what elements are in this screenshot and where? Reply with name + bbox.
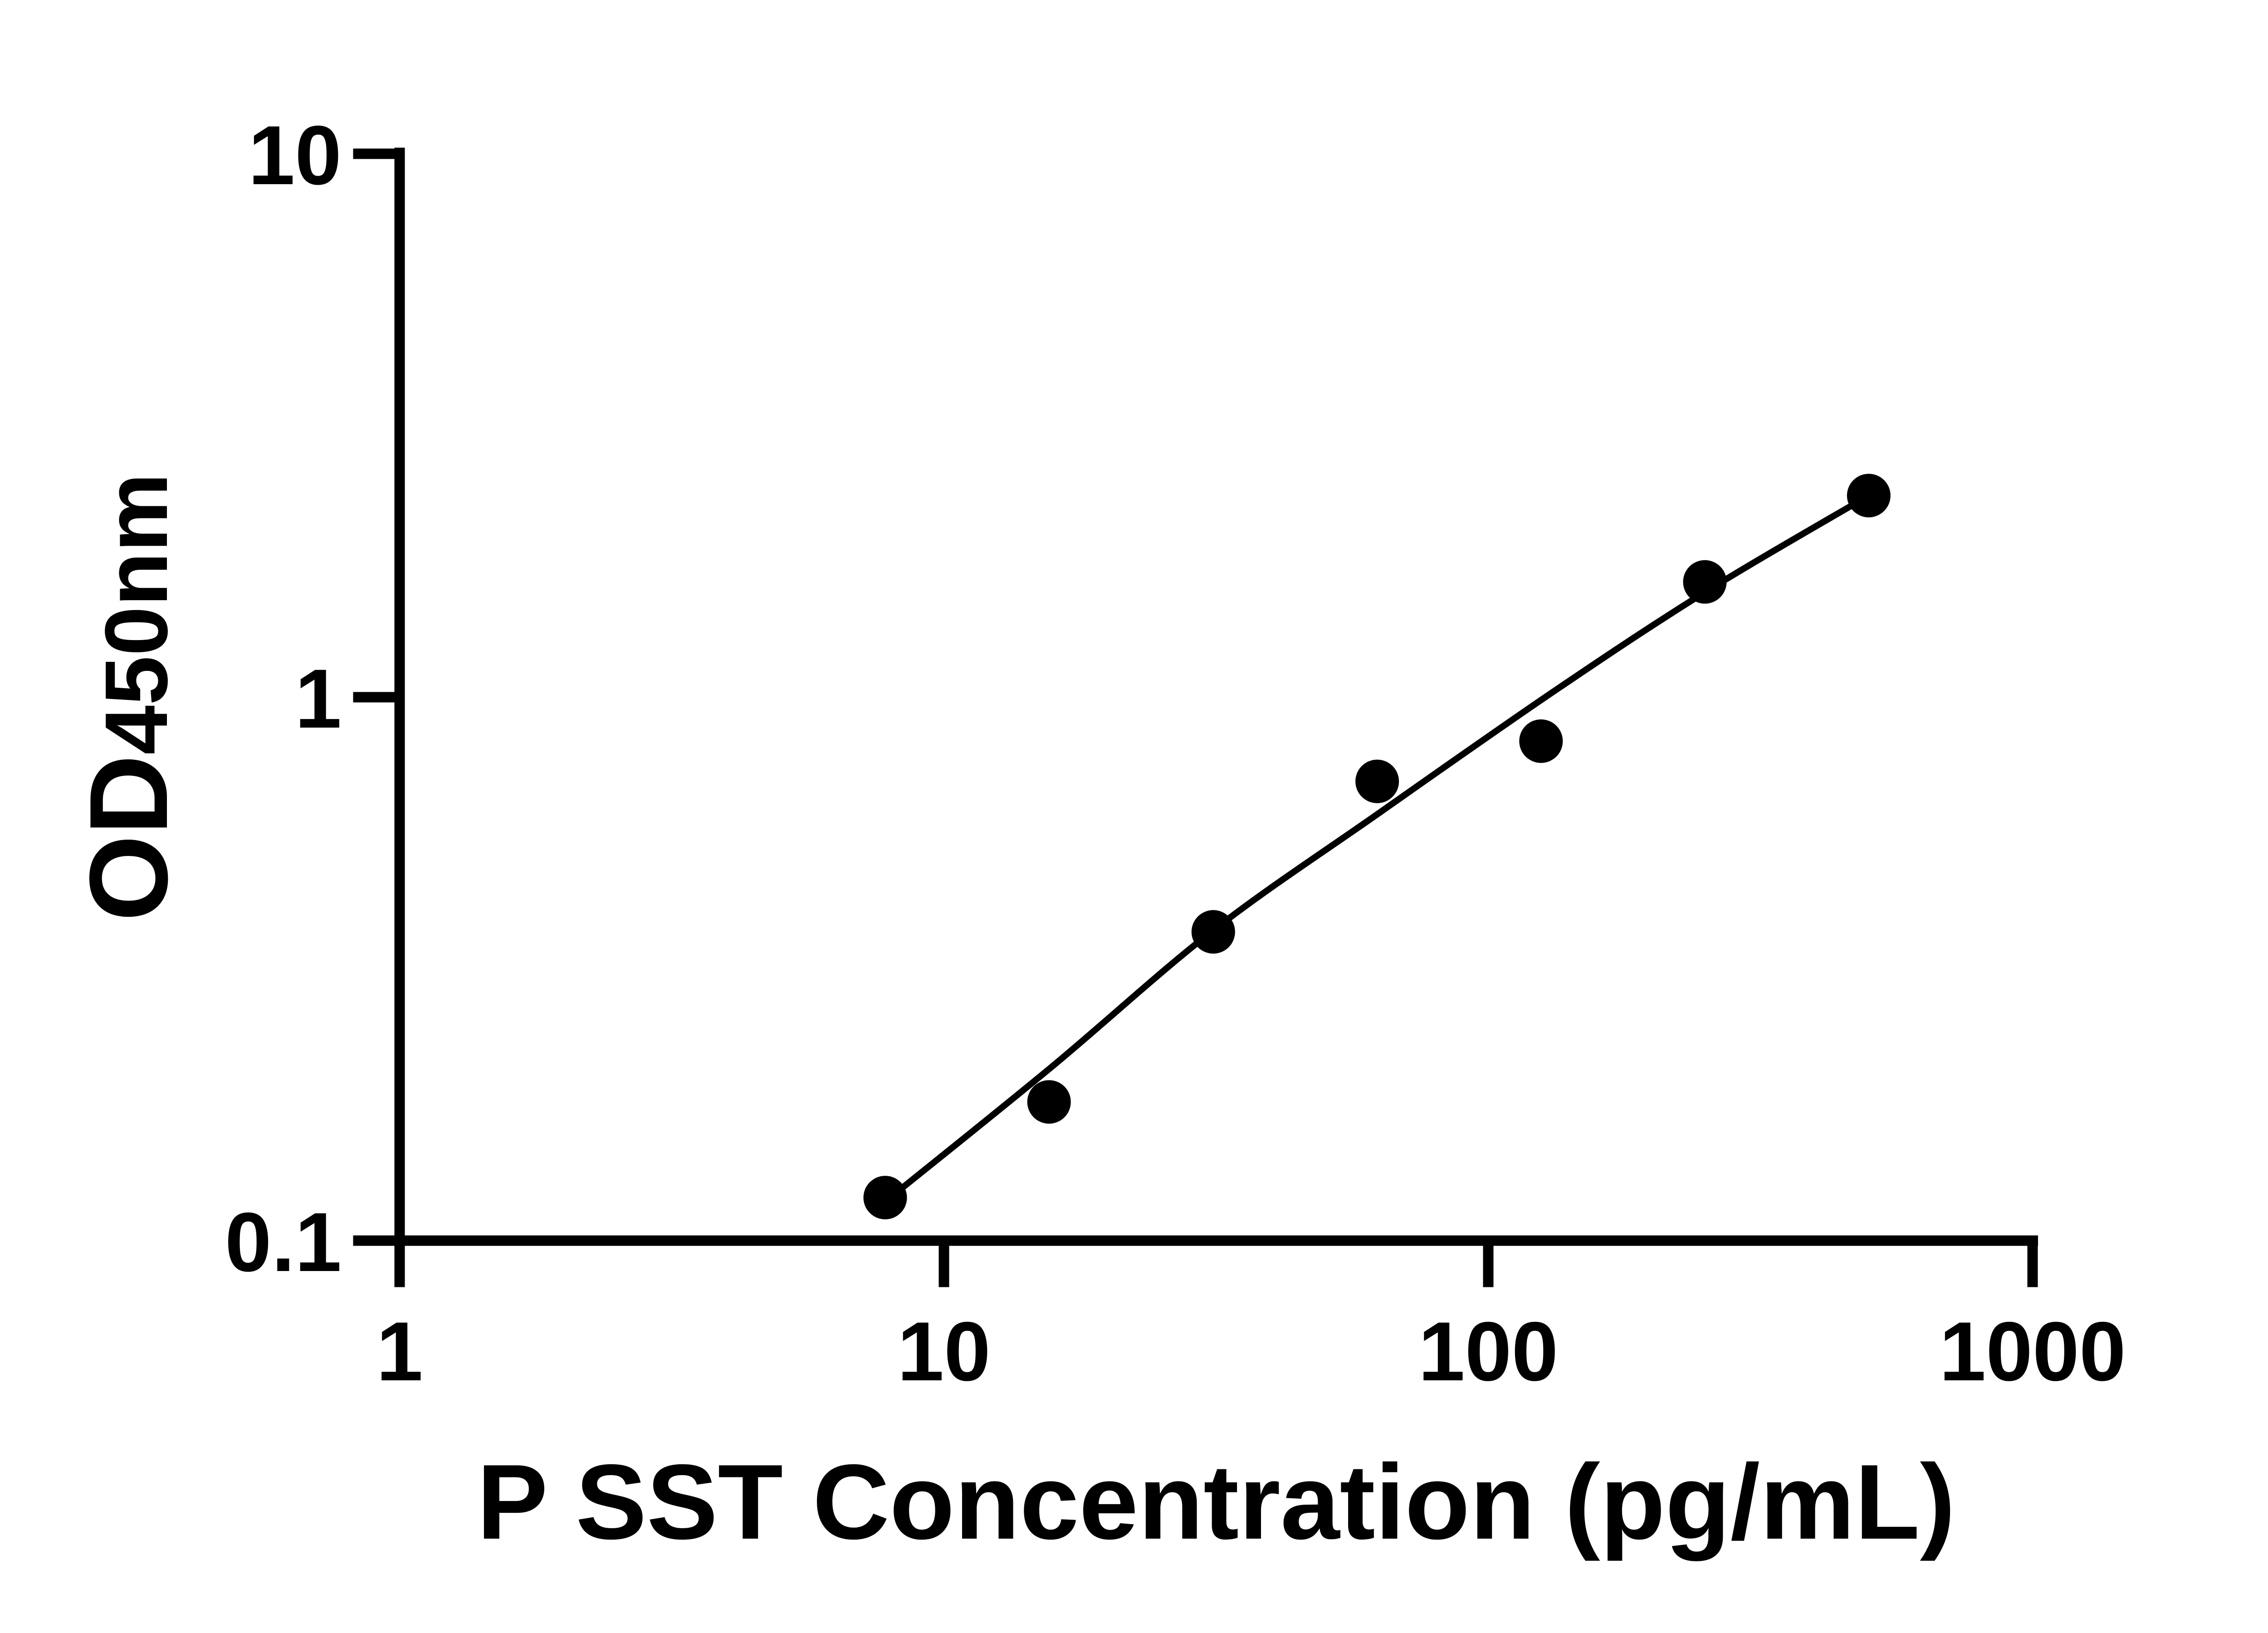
data-point xyxy=(1191,910,1235,954)
x-tick-label: 1000 xyxy=(1939,1305,2126,1398)
data-point xyxy=(1847,474,1891,518)
x-tick-marks xyxy=(394,1246,2038,1287)
y-axis-title-main: OD xyxy=(66,755,191,922)
y-tick-marks xyxy=(353,148,395,1246)
x-tick-label: 100 xyxy=(1418,1305,1559,1398)
data-point-series xyxy=(863,474,1891,1220)
y-tick-label: 0.1 xyxy=(225,1196,342,1289)
y-tick-labels: 10 1 0.1 xyxy=(225,109,342,1289)
y-axis: 10 1 0.1 xyxy=(225,109,405,1289)
y-tick-label: 10 xyxy=(248,109,342,202)
data-point xyxy=(1519,719,1563,763)
data-point xyxy=(1683,560,1727,604)
x-axis: 1 10 100 1000 xyxy=(376,1235,2126,1398)
y-tick-label: 1 xyxy=(295,652,342,746)
x-tick-label: 1 xyxy=(376,1305,423,1398)
data-point xyxy=(863,1176,907,1220)
y-axis-title: OD450nm xyxy=(66,473,191,922)
x-tick-labels: 1 10 100 1000 xyxy=(376,1305,2126,1398)
x-tick-label: 10 xyxy=(897,1305,991,1398)
data-point xyxy=(1027,1080,1071,1124)
y-axis-title-subscript: 450nm xyxy=(87,473,186,755)
x-axis-title: P SST Concentration (pg/mL) xyxy=(477,1442,1955,1561)
data-point xyxy=(1355,759,1399,803)
plot-area: 10 1 0.1 1 10 100 1000 P SST Concentration (p… xyxy=(66,109,2126,1561)
